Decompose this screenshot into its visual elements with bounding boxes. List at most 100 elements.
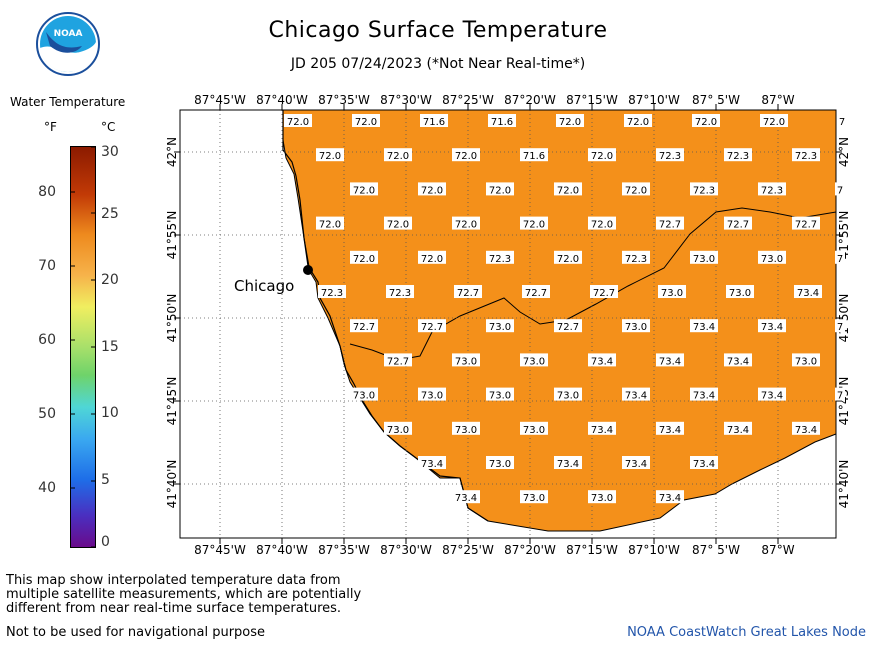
legend-c-tick: 10 xyxy=(101,405,119,421)
temperature-label-box xyxy=(386,285,414,298)
temperature-label-box xyxy=(624,114,652,127)
temperature-label-box xyxy=(622,250,650,264)
temperature-label-box xyxy=(622,319,650,333)
top-lon-label: 87°35'W xyxy=(318,93,370,107)
temperature-value: 73.4 xyxy=(797,288,819,299)
temperature-value: 73.4 xyxy=(693,459,715,470)
left-lat-label: 41°55'N xyxy=(165,211,179,260)
temperature-value: 72.0 xyxy=(591,220,613,231)
temperature-label-box xyxy=(656,216,684,230)
temperature-value: 73.0 xyxy=(661,288,683,299)
temperature-value: 72.0 xyxy=(387,220,409,231)
temperature-label-box xyxy=(588,148,616,162)
temperature-value: 72.3 xyxy=(389,288,411,299)
temperature-value: 72.3 xyxy=(321,288,343,299)
temperature-value: 73.4 xyxy=(591,425,613,436)
left-lat-label: 41°40'N xyxy=(165,460,179,509)
temperature-label-box xyxy=(724,148,752,162)
temperature-value: 73.4 xyxy=(727,425,749,436)
temperature-label-box xyxy=(350,319,378,333)
temperature-value: 7 xyxy=(839,117,845,128)
legend-f-tick: 60 xyxy=(38,332,56,348)
legend-f-tick: 80 xyxy=(38,184,56,200)
temperature-value: 73.0 xyxy=(557,391,579,402)
temperature-value: 73.4 xyxy=(693,391,715,402)
temperature-label-box xyxy=(656,490,684,504)
top-lon-label: 87°40'W xyxy=(256,93,308,107)
bottom-lon-label: 87°W xyxy=(761,543,794,557)
bottom-lon-label: 87°35'W xyxy=(318,543,370,557)
temperature-value: 72.0 xyxy=(591,151,613,162)
temperature-label-box xyxy=(758,387,786,401)
temperature-label-box xyxy=(520,148,548,162)
temperature-value: 73.0 xyxy=(729,288,751,299)
temperature-value: 72.7 xyxy=(525,288,547,299)
temperature-value: 72.7 xyxy=(727,220,749,231)
legend-unit-f: °F xyxy=(44,120,57,134)
temperature-value: 72.0 xyxy=(557,185,579,196)
temperature-value: 72.7 xyxy=(387,356,409,367)
temperature-value: 73.4 xyxy=(455,493,477,504)
temperature-label-box xyxy=(316,216,344,230)
temperature-label-box xyxy=(590,285,618,298)
temperature-value: 73.4 xyxy=(659,356,681,367)
temperature-value: 72.7 xyxy=(457,288,479,299)
top-lon-label: 87°15'W xyxy=(566,93,618,107)
temperature-label-box xyxy=(658,285,686,298)
map-title: Chicago Surface Temperature xyxy=(268,18,608,43)
top-lon-label: 87°45'W xyxy=(194,93,246,107)
chicago-marker-icon[interactable] xyxy=(303,265,313,275)
temperature-label-box xyxy=(520,421,548,435)
temperature-label-box xyxy=(418,182,446,196)
temperature-value: 72.3 xyxy=(659,151,681,162)
temperature-label-box xyxy=(452,421,480,435)
temperature-value: 72.0 xyxy=(355,117,377,128)
bottom-lon-label: 87°45'W xyxy=(194,543,246,557)
temperature-label-box xyxy=(690,387,718,401)
temperature-value: 73.0 xyxy=(489,391,511,402)
temperature-label-box xyxy=(384,216,412,230)
temperature-label-box xyxy=(554,250,582,264)
temperature-value: 73.4 xyxy=(625,459,647,470)
temperature-value: 73.4 xyxy=(761,322,783,333)
left-lat-label: 42°N xyxy=(165,137,179,167)
footnote-line: This map show interpolated temperature d… xyxy=(6,573,341,588)
temperature-label-box xyxy=(835,319,845,333)
temperature-label-box xyxy=(418,250,446,264)
temperature-map[interactable]: 87°45'W 87°40'W 87°35'W 87°30'W 87°25'W … xyxy=(0,0,876,570)
temperature-value: 73.4 xyxy=(761,391,783,402)
temperature-label-box xyxy=(352,114,380,127)
legend-c-tick: 25 xyxy=(101,206,119,222)
temperature-value: 72.0 xyxy=(455,151,477,162)
right-lat-label: 41°55'N xyxy=(837,211,851,260)
temperature-value: 71.6 xyxy=(423,117,445,128)
legend-f-tick: 50 xyxy=(38,406,56,422)
temperature-label-box xyxy=(486,456,514,469)
temperature-label-box xyxy=(452,490,480,504)
temperature-value: 73.0 xyxy=(387,425,409,436)
temperature-value: 7 xyxy=(837,322,843,333)
temperature-value: 72.0 xyxy=(287,117,309,128)
right-lat-label: 41°50'N xyxy=(837,294,851,343)
temperature-label-box xyxy=(350,387,378,401)
top-lon-label: 87°10'W xyxy=(628,93,680,107)
temperature-label-box xyxy=(622,182,650,196)
temperature-label-box xyxy=(556,114,584,127)
temperature-label-box xyxy=(418,456,446,469)
footnote: This map show interpolated temperature d… xyxy=(6,574,361,616)
temperature-label-box xyxy=(452,353,480,367)
temperature-value: 72.0 xyxy=(387,151,409,162)
legend-c-tick: 20 xyxy=(101,272,119,288)
temperature-value: 72.7 xyxy=(353,322,375,333)
legend-c-tick: 5 xyxy=(101,472,110,488)
temperature-value: 72.0 xyxy=(455,220,477,231)
temperature-label-box xyxy=(835,182,845,196)
bottom-lon-label: 87°20'W xyxy=(504,543,556,557)
temperature-label-box xyxy=(835,387,845,401)
temperature-value: 72.0 xyxy=(353,254,375,265)
temperature-value: 72.7 xyxy=(659,220,681,231)
bottom-lon-label: 87° 5'W xyxy=(692,543,740,557)
temperature-value: 72.7 xyxy=(795,220,817,231)
credit-link[interactable]: NOAA CoastWatch Great Lakes Node xyxy=(627,625,866,640)
temperature-value: 72.7 xyxy=(557,322,579,333)
